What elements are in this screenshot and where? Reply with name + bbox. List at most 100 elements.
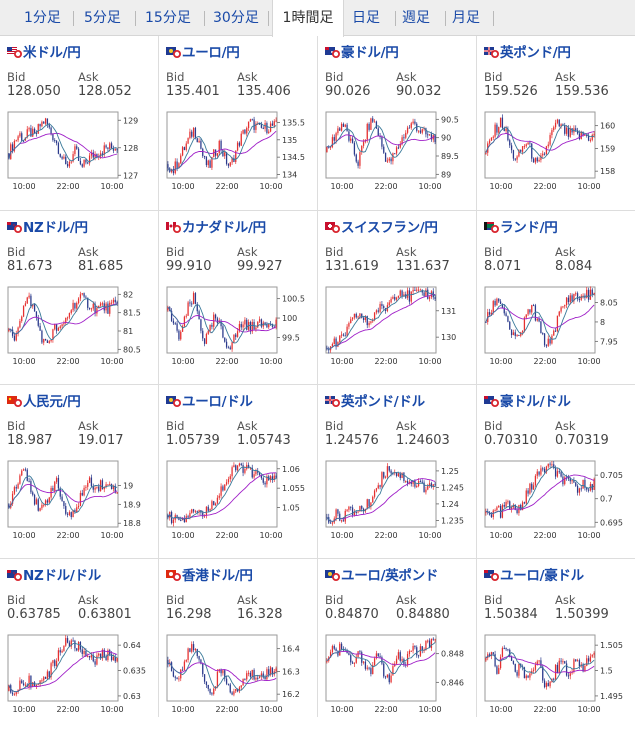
rate-chart[interactable]: 8.05 8 7.95 10:00 22:00 10:00 xyxy=(481,285,631,365)
candle xyxy=(271,123,274,126)
tab-separator xyxy=(493,11,494,26)
pair-cell: スイスフラン/円 Bid Ask 131.619 131.637 131 130 10:00 2… xyxy=(318,211,476,385)
candle xyxy=(512,332,515,336)
candle xyxy=(377,485,379,489)
tab-1[interactable]: 5分足 xyxy=(84,10,121,26)
rate-chart[interactable]: 0.705 0.7 0.695 10:00 22:00 10:00 xyxy=(481,459,631,539)
candle xyxy=(196,303,198,312)
candle xyxy=(512,504,515,508)
pair-link[interactable]: ランド/円 xyxy=(500,220,558,236)
candle xyxy=(405,132,407,138)
candle xyxy=(401,290,403,297)
rate-chart[interactable]: 0.64 0.635 0.63 10:00 22:00 10:00 xyxy=(4,633,154,713)
pair-link[interactable]: スイスフラン/円 xyxy=(341,220,438,236)
candle xyxy=(331,646,334,653)
candle xyxy=(202,330,204,339)
ask-value: 0.63801 xyxy=(78,607,132,622)
candle xyxy=(30,128,32,137)
tab-5[interactable]: 日足 xyxy=(352,10,380,26)
rate-chart[interactable]: 129 128 127 10:00 22:00 10:00 xyxy=(4,110,154,190)
rate-chart[interactable]: 1.505 1.5 1.495 10:00 22:00 10:00 xyxy=(481,633,631,713)
candle xyxy=(26,469,28,481)
pair-link[interactable]: ユーロ/ドル xyxy=(182,394,253,410)
candle xyxy=(329,146,332,148)
pair-link[interactable]: 豪ドル/ドル xyxy=(500,394,571,410)
y-tick-label: 159 xyxy=(600,144,615,153)
tab-4[interactable]: 1時間足 xyxy=(272,0,344,37)
candle xyxy=(333,646,335,649)
candle xyxy=(246,319,248,330)
candle xyxy=(233,465,235,468)
rate-chart[interactable]: 16.4 16.3 16.2 10:00 22:00 10:00 xyxy=(163,633,313,713)
grid-divider xyxy=(158,36,159,717)
candle xyxy=(553,464,555,468)
candle xyxy=(381,472,383,487)
pair-link[interactable]: 英ポンド/円 xyxy=(500,45,571,61)
rate-chart[interactable]: 0.848 0.846 10:00 22:00 10:00 xyxy=(322,633,472,713)
y-tick-label: 1.05 xyxy=(282,504,300,513)
us-flag-icon xyxy=(7,44,22,58)
rate-chart[interactable]: 19 18.9 18.8 10:00 22:00 10:00 xyxy=(4,459,154,539)
candle xyxy=(353,313,356,318)
candle xyxy=(542,153,544,156)
ma-long-line xyxy=(485,304,595,329)
candle xyxy=(494,654,496,667)
candle xyxy=(48,671,50,678)
chart-frame xyxy=(325,286,437,354)
ma-long-line xyxy=(167,130,277,172)
tab-7[interactable]: 月足 xyxy=(452,10,480,26)
candle xyxy=(105,145,107,148)
tab-6[interactable]: 週足 xyxy=(402,10,430,26)
candle xyxy=(227,163,230,166)
tab-2[interactable]: 15分足 xyxy=(145,10,191,26)
pair-link[interactable]: ユーロ/豪ドル xyxy=(500,568,584,584)
candle xyxy=(329,652,332,658)
candle xyxy=(348,131,350,141)
candle xyxy=(342,334,345,336)
candle xyxy=(326,347,328,349)
candle xyxy=(578,660,581,667)
candle xyxy=(536,318,538,321)
candle xyxy=(203,156,206,158)
candle xyxy=(492,300,494,313)
rate-chart[interactable]: 160 159 158 10:00 22:00 10:00 xyxy=(481,110,631,190)
pair-link[interactable]: 英ポンド/ドル xyxy=(341,394,425,410)
pair-link[interactable]: 豪ドル/円 xyxy=(341,45,399,61)
candle xyxy=(54,324,56,330)
pair-link[interactable]: ユーロ/円 xyxy=(182,45,240,61)
candle xyxy=(543,468,546,473)
candle xyxy=(258,123,261,125)
pair-link[interactable]: カナダドル/円 xyxy=(182,220,266,236)
candle xyxy=(412,289,414,292)
candle xyxy=(172,671,175,677)
tab-3[interactable]: 30分足 xyxy=(213,10,259,26)
pair-link[interactable]: 香港ドル/円 xyxy=(182,568,253,584)
rate-chart[interactable]: 82 81.5 81 80.5 10:00 22:00 10:00 xyxy=(4,285,154,365)
pair-link[interactable]: 米ドル/円 xyxy=(23,45,81,61)
candle xyxy=(70,640,72,647)
pair-link[interactable]: NZドル/ドル xyxy=(23,568,101,584)
pair-link[interactable]: NZドル/円 xyxy=(23,220,88,236)
candle xyxy=(266,123,268,133)
candle xyxy=(490,137,493,141)
rate-chart[interactable]: 100.5 100 99.5 10:00 22:00 10:00 xyxy=(163,285,313,365)
rate-chart[interactable]: 135.5 135 134.5 134 10:00 22:00 10:00 xyxy=(163,110,313,190)
candle xyxy=(207,160,209,166)
candle xyxy=(24,303,27,306)
tab-0[interactable]: 1分足 xyxy=(24,10,61,26)
rate-chart[interactable]: 1.06 1.055 1.05 10:00 22:00 10:00 xyxy=(163,459,313,539)
pair-link[interactable]: 人民元/円 xyxy=(23,394,81,410)
pair-link[interactable]: ユーロ/英ポンド xyxy=(341,568,439,584)
x-tick-label: 10:00 xyxy=(578,531,601,539)
candle xyxy=(87,162,89,164)
candle xyxy=(423,482,425,493)
rate-chart[interactable]: 1.25 1.245 1.24 1.235 10:00 22:00 10:00 xyxy=(322,459,472,539)
ma-short-line xyxy=(326,125,436,158)
candle xyxy=(503,505,505,507)
rate-chart[interactable]: 90.5 90 89.5 89 10:00 22:00 10:00 xyxy=(322,110,472,190)
candle xyxy=(231,157,233,163)
rate-chart[interactable]: 131 130 10:00 22:00 10:00 xyxy=(322,285,472,365)
candle xyxy=(264,482,266,485)
candle xyxy=(565,127,568,134)
candle xyxy=(501,303,504,308)
